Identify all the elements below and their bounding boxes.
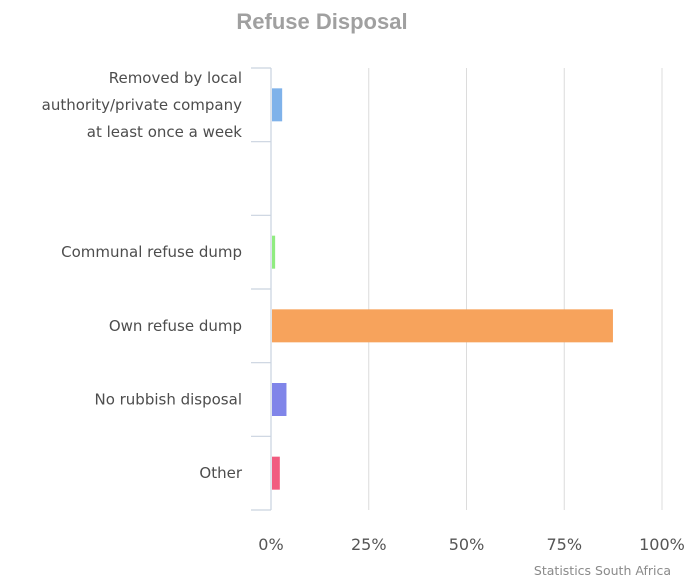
x-tick-label: 100%	[639, 535, 685, 554]
x-tick-label: 50%	[449, 535, 485, 554]
category-label: Own refuse dump	[109, 317, 242, 335]
bar	[272, 456, 280, 490]
grid-lines	[368, 68, 663, 510]
bars	[272, 88, 613, 490]
x-tick-label: 75%	[546, 535, 582, 554]
bar	[272, 309, 613, 343]
category-label: Other	[199, 464, 242, 482]
category-label: Communal refuse dump	[61, 243, 242, 261]
x-tick-label: 25%	[351, 535, 387, 554]
category-label: No rubbish disposal	[94, 391, 242, 409]
chart-title: Refuse Disposal	[236, 9, 407, 34]
bar	[272, 88, 283, 122]
category-labels: Removed by local authority/private compan…	[42, 69, 243, 482]
x-tick-label: 0%	[258, 535, 283, 554]
credits: Statistics South Africa	[534, 563, 671, 578]
bar	[272, 383, 287, 416]
bar	[272, 235, 276, 269]
x-axis-ticks: 0% 25% 50% 75% 100%	[258, 535, 685, 554]
category-label: Removed by local authority/private compan…	[42, 69, 243, 141]
category-axis	[251, 67, 272, 511]
